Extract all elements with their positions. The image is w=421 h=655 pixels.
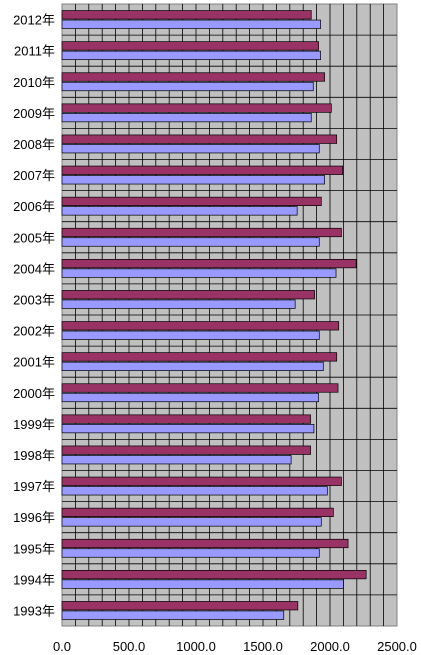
- bar-series-2: [61, 268, 337, 278]
- bar-series-2: [61, 579, 344, 589]
- category-label: 1998年: [13, 448, 55, 463]
- x-tick-label: 2500.0: [377, 639, 417, 654]
- bar-series-2: [61, 206, 298, 216]
- bar-series-1: [61, 601, 299, 611]
- x-tick-label: 0.0: [53, 639, 71, 654]
- bar-series-2: [61, 19, 321, 29]
- bar-series-1: [61, 10, 312, 20]
- bar-series-1: [61, 134, 338, 144]
- x-axis-tick-labels: 0.0 500.0 1000.0 1500.0 2000.0 2500.0: [53, 639, 417, 654]
- x-tick-label: 2000.0: [310, 639, 350, 654]
- bar-series-2: [61, 548, 320, 558]
- bar-series-2: [61, 112, 312, 123]
- category-label: 2002年: [13, 324, 55, 339]
- category-label: 2001年: [13, 355, 55, 370]
- category-label: 2005年: [13, 230, 55, 245]
- bar-series-2: [61, 81, 314, 92]
- x-tick-label: 500.0: [113, 639, 146, 654]
- bar-series-2: [61, 517, 322, 527]
- bar-series-2: [61, 144, 320, 154]
- bar-series-2: [61, 392, 319, 403]
- category-label: 2010年: [13, 75, 55, 90]
- bar-series-1: [61, 507, 334, 517]
- category-label: 2007年: [13, 168, 55, 183]
- bar-series-2: [61, 237, 320, 247]
- bar-series-1: [61, 41, 319, 51]
- category-label: 2009年: [13, 106, 55, 121]
- bar-series-1: [61, 383, 339, 393]
- category-label: 1994年: [13, 572, 55, 587]
- x-tick-label: 1000.0: [176, 639, 216, 654]
- bar-series-1: [61, 476, 342, 486]
- bar-series-2: [61, 299, 296, 309]
- bar-series-2: [61, 330, 320, 340]
- category-labels: 2012年 2011年 2010年 2009年 2008年 2007年 2006年 2005年…: [13, 13, 55, 619]
- category-label: 1997年: [13, 479, 55, 494]
- bar-series-1: [61, 165, 344, 175]
- bar-series-2: [61, 361, 324, 371]
- category-label: 2000年: [13, 386, 55, 401]
- bars: [61, 10, 367, 620]
- bar-series-1: [61, 290, 315, 300]
- bar-series-1: [61, 196, 322, 206]
- bar-series-1: [61, 414, 311, 424]
- bar-series-2: [61, 424, 315, 434]
- category-label: 2004年: [13, 261, 55, 276]
- bar-series-1: [61, 538, 349, 549]
- bar-series-1: [61, 259, 357, 269]
- bar-series-2: [61, 175, 325, 185]
- category-label: 2008年: [13, 137, 55, 152]
- category-label: 2012年: [13, 13, 55, 28]
- bar-series-2: [61, 50, 321, 61]
- bar-series-2: [61, 455, 292, 465]
- bar-series-1: [61, 321, 340, 331]
- category-label: 1993年: [13, 603, 55, 618]
- category-label: 1995年: [13, 541, 55, 556]
- bar-series-1: [61, 569, 367, 580]
- category-label: 1999年: [13, 417, 55, 432]
- category-label: 2006年: [13, 199, 55, 214]
- bar-series-1: [61, 445, 311, 455]
- category-label: 1996年: [13, 510, 55, 525]
- x-tick-label: 1500.0: [243, 639, 283, 654]
- category-label: 2011年: [14, 44, 55, 59]
- bar-series-2: [61, 486, 328, 496]
- bar-series-1: [61, 103, 332, 113]
- category-label: 2003年: [13, 292, 55, 307]
- bar-series-1: [61, 352, 338, 362]
- bar-series-1: [61, 227, 342, 238]
- bar-series-2: [61, 610, 285, 620]
- gridlines: [62, 4, 397, 626]
- bar-series-1: [61, 72, 325, 82]
